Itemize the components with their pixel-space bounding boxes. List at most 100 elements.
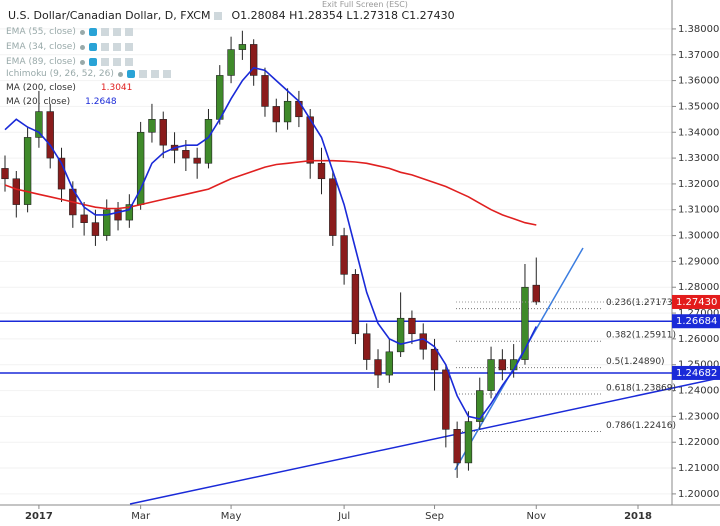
- x-tick-label: Sep: [425, 511, 444, 522]
- y-tick-label: 1.26000: [678, 334, 719, 345]
- candle-body: [148, 119, 156, 133]
- indicator-value: 1.2648: [85, 97, 117, 107]
- candle-body: [35, 111, 43, 138]
- y-tick-label: 1.25000: [678, 360, 719, 371]
- candle-body: [261, 75, 269, 107]
- y-tick-label: 1.28000: [678, 282, 719, 293]
- candle-body: [216, 75, 224, 120]
- exit-fullscreen[interactable]: Exit Full Screen (ESC): [322, 0, 408, 9]
- y-tick-label: 1.37000: [678, 50, 719, 61]
- candle-body: [340, 235, 348, 275]
- close-icon[interactable]: [124, 43, 133, 51]
- price-tag: [672, 365, 720, 380]
- candle-body: [453, 429, 461, 464]
- settings-icon[interactable]: [100, 58, 109, 66]
- eye-icon[interactable]: [88, 28, 97, 36]
- y-tick-label: 1.21000: [678, 463, 719, 474]
- x-tick-label: Mar: [131, 511, 151, 522]
- candle-body: [487, 359, 495, 391]
- candle-body: [363, 333, 371, 360]
- dropdown[interactable]: [79, 44, 85, 50]
- x-tick-label: Nov: [527, 511, 547, 522]
- candle-body: [57, 157, 66, 190]
- fib-label: 0.5(1.24890): [606, 357, 665, 367]
- close-icon[interactable]: [162, 70, 171, 78]
- candle-body: [46, 111, 54, 159]
- candle-body: [125, 204, 134, 221]
- dropdown[interactable]: [117, 71, 123, 77]
- y-tick-label: 1.22000: [678, 437, 719, 448]
- candle-body: [329, 178, 337, 236]
- moving-average: [4, 159, 537, 226]
- candle-body: [306, 116, 314, 164]
- y-tick-label: 1.35000: [678, 101, 719, 112]
- candle-body: [182, 150, 190, 159]
- fib-label: 0.382(1.25911): [606, 331, 676, 341]
- indicator-row: Ichimoku (9, 26, 52, 26): [6, 69, 171, 79]
- y-tick-label: 1.20000: [678, 489, 719, 500]
- y-tick-label: 1.24000: [678, 386, 719, 397]
- plot-background: [0, 0, 672, 505]
- lock-icon[interactable]: [150, 70, 159, 78]
- price-tag-label: 1.24682: [676, 368, 717, 379]
- indicator-row: EMA (89, close): [6, 57, 133, 67]
- lock-icon[interactable]: [112, 28, 121, 36]
- candle-body: [1, 168, 9, 180]
- candle-body: [23, 137, 32, 205]
- lock-icon[interactable]: [112, 43, 121, 51]
- x-tick-label: 2017: [25, 511, 53, 522]
- dropdown[interactable]: [79, 29, 85, 35]
- eye-icon[interactable]: [126, 70, 135, 78]
- price-tag-label: 1.26684: [676, 316, 717, 327]
- candle-body: [521, 286, 529, 360]
- indicator-row: MA (200, close) 1.3041: [6, 83, 132, 93]
- eye-icon[interactable]: [88, 58, 97, 66]
- close-icon[interactable]: [124, 58, 133, 66]
- y-tick-label: 1.29000: [678, 256, 719, 267]
- candle-body: [317, 162, 326, 180]
- candle-body: [430, 348, 439, 371]
- indicator-label: EMA (89, close): [6, 57, 76, 67]
- candle-body: [114, 209, 122, 221]
- indicator-label: Ichimoku (9, 26, 52, 26): [6, 69, 114, 79]
- candle-body: [374, 359, 382, 376]
- candle-body: [12, 178, 20, 205]
- last-price-tag: [672, 294, 720, 309]
- fib-label: 0.786(1.22416): [606, 421, 676, 431]
- indicator-label: EMA (55, close): [6, 27, 76, 37]
- header: U.S. Dollar/Canadian Dollar, D, FXCM O1.…: [8, 9, 455, 22]
- indicator-label: MA (20, close): [6, 97, 71, 107]
- candle-body: [159, 119, 167, 146]
- title: U.S. Dollar/Canadian Dollar, D, FXCM: [8, 9, 211, 22]
- dropdown[interactable]: [79, 59, 85, 65]
- candle-body: [272, 106, 280, 123]
- candle-body: [351, 274, 360, 335]
- close-icon[interactable]: [124, 28, 133, 36]
- candle-body: [238, 44, 247, 50]
- indicator-label: EMA (34, close): [6, 42, 76, 52]
- settings-icon[interactable]: [138, 70, 147, 78]
- icon[interactable]: [214, 11, 223, 20]
- eye-icon[interactable]: [88, 43, 97, 51]
- y-tick-label: 1.23000: [678, 411, 719, 422]
- y-tick-label: 1.33000: [678, 153, 719, 164]
- candle-body: [396, 317, 405, 353]
- trend-line: [129, 377, 720, 505]
- y-tick-label: 1.30000: [678, 231, 719, 242]
- y-tick-label: 1.34000: [678, 127, 719, 138]
- candle-body: [532, 284, 540, 303]
- y-tick-label: 1.32000: [678, 179, 719, 190]
- settings-icon[interactable]: [100, 43, 109, 51]
- y-tick-label: 1.27000: [678, 308, 719, 319]
- candle-body: [476, 390, 484, 422]
- candle-body: [80, 214, 88, 223]
- fib-label: 0.618(1.23869): [606, 383, 676, 393]
- settings-icon[interactable]: [100, 28, 109, 36]
- candle-body: [204, 119, 213, 164]
- lock-icon[interactable]: [112, 58, 121, 66]
- moving-average: [4, 66, 538, 420]
- y-tick-label: 1.31000: [678, 205, 719, 216]
- candle-body: [91, 222, 100, 236]
